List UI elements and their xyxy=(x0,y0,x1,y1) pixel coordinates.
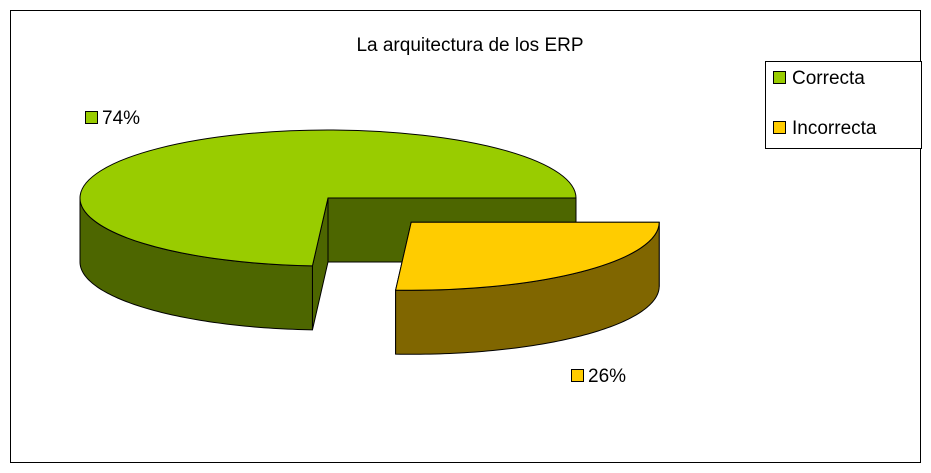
legend-box xyxy=(765,61,922,149)
legend-label: Incorrecta xyxy=(792,118,877,139)
data-label-key xyxy=(85,111,98,124)
pie-slice xyxy=(79,129,577,267)
data-label-key xyxy=(571,369,584,382)
data-label: 26% xyxy=(588,366,626,387)
data-label: 74% xyxy=(102,108,140,129)
legend-key xyxy=(773,71,786,84)
legend-label: Correcta xyxy=(792,68,865,89)
pie-slice xyxy=(394,221,660,291)
legend-key xyxy=(773,121,786,134)
chart-title: La arquitectura de los ERP xyxy=(356,35,583,56)
